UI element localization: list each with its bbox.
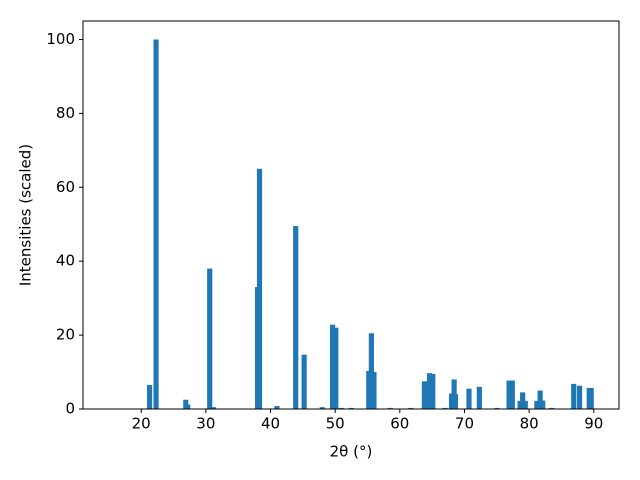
bar [301, 354, 307, 409]
bar [408, 407, 414, 409]
bar [339, 407, 345, 409]
bar [509, 380, 515, 409]
y-tick-label: 80 [56, 104, 75, 122]
y-tick-label: 60 [56, 178, 75, 196]
bar [293, 226, 299, 409]
bar [540, 400, 546, 409]
bar [147, 384, 153, 409]
bar [520, 392, 526, 409]
x-tick-label: 50 [326, 415, 345, 433]
x-tick-label: 30 [196, 415, 215, 433]
bar [348, 407, 354, 409]
bar [256, 168, 263, 409]
bar [426, 373, 433, 409]
bar [333, 327, 339, 409]
bar [371, 372, 377, 409]
bar [588, 387, 594, 409]
bar [476, 386, 482, 409]
y-tick-label: 100 [46, 30, 75, 48]
bar [571, 383, 577, 409]
bar [506, 380, 512, 409]
x-tick-label: 40 [261, 415, 280, 433]
y-tick-label: 20 [56, 326, 75, 344]
x-axis-label: 2θ (°) [330, 443, 373, 461]
bar [452, 394, 459, 409]
bar [494, 407, 500, 409]
bar [183, 399, 189, 409]
bar [207, 268, 213, 409]
x-tick-label: 70 [455, 415, 474, 433]
x-tick-label: 80 [520, 415, 539, 433]
bar [549, 407, 555, 409]
bar [534, 400, 540, 409]
plot-frame [82, 20, 620, 410]
bar [522, 400, 528, 409]
bar [466, 388, 472, 409]
bar [211, 407, 217, 409]
x-tick-label: 60 [390, 415, 409, 433]
bar [576, 385, 583, 409]
bar [368, 333, 374, 409]
bar [430, 373, 436, 409]
bar [421, 381, 427, 409]
bar [153, 39, 159, 409]
x-tick-label: 90 [584, 415, 603, 433]
bar [319, 407, 325, 409]
x-tick-label: 20 [132, 415, 151, 433]
bar [274, 406, 280, 409]
bar [387, 407, 393, 409]
bar [185, 404, 191, 409]
y-tick-label: 40 [56, 252, 75, 270]
y-tick-label: 0 [65, 400, 75, 418]
bar [442, 407, 448, 409]
bar [329, 324, 336, 409]
bar [537, 390, 543, 409]
y-axis-label: Intensities (scaled) [17, 144, 35, 286]
